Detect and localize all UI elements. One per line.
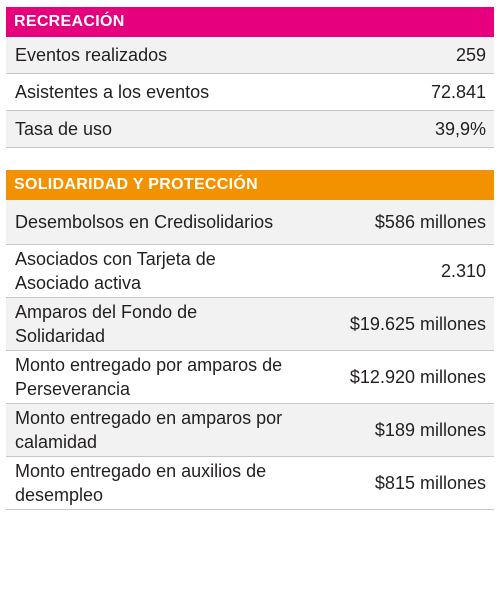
table-row-desembolsos: Desembolsos en Credisolidarios $586 mill… [6,200,494,245]
row-label: Monto entregado en amparos por calamidad [15,408,283,452]
table-row-tasa: Tasa de uso 39,9% [6,111,494,148]
table-row-desempleo: Monto entregado en auxilios de desempleo… [6,457,494,510]
table-row-asociados: Asociados con Tarjeta de Asociado activa… [6,245,494,298]
row-value: 39,9% [434,118,486,139]
solidaridad-header: SOLIDARIDAD Y PROTECCIÓN [6,170,494,200]
row-label: Asistentes a los eventos [15,82,210,102]
row-label: Amparos del Fondo de Solidaridad [15,302,198,346]
row-value: 72.841 [430,81,486,102]
row-label: Monto entregado por amparos de Persevera… [15,355,283,399]
row-label: Asociados con Tarjeta de Asociado activa [15,249,216,293]
row-value: 2.310 [440,260,486,281]
table-row-amparos-fondo: Amparos del Fondo de Solidaridad $19.625… [6,298,494,351]
row-label: Tasa de uso [15,119,113,139]
recreacion-header: RECREACIÓN [6,7,494,37]
row-value: $815 millones [374,472,486,493]
table-row-asistentes: Asistentes a los eventos 72.841 [6,74,494,111]
table-row-perseverancia: Monto entregado por amparos de Persevera… [6,351,494,404]
row-value: $586 millones [374,211,486,232]
table-row-calamidad: Monto entregado en amparos por calamidad… [6,404,494,457]
solidaridad-section: SOLIDARIDAD Y PROTECCIÓN Desembolsos en … [6,170,494,510]
row-value: $19.625 millones [349,313,486,334]
row-label: Desembolsos en Credisolidarios [15,212,274,232]
row-value: $189 millones [374,419,486,440]
recreacion-title: RECREACIÓN [14,13,125,30]
row-value: 259 [455,44,486,65]
row-value: $12.920 millones [349,366,486,387]
table-row-eventos: Eventos realizados 259 [6,37,494,74]
recreacion-section: RECREACIÓN Eventos realizados 259 Asiste… [6,7,494,148]
row-label: Eventos realizados [15,45,168,65]
row-label: Monto entregado en auxilios de desempleo [15,461,267,505]
solidaridad-title: SOLIDARIDAD Y PROTECCIÓN [14,176,258,193]
